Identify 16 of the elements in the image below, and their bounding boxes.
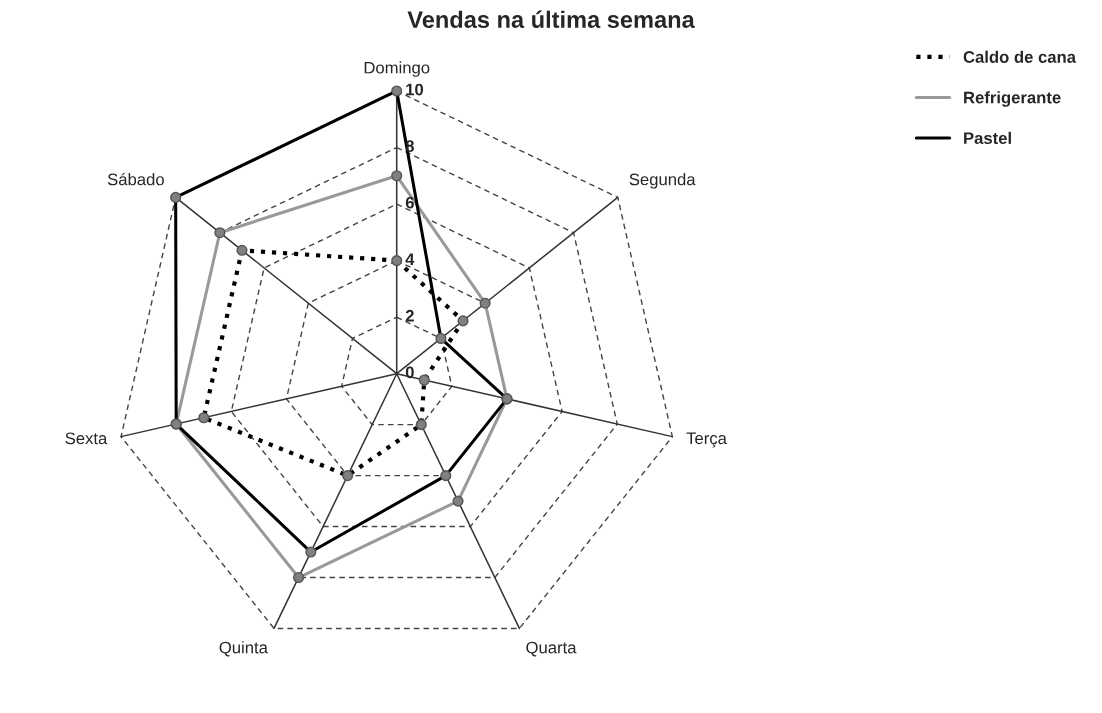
y-tick-label: 10 xyxy=(406,83,424,96)
spoke-label: Domingo xyxy=(364,61,430,77)
legend-label: Caldo de cana xyxy=(963,50,1077,63)
y-tick-label: 6 xyxy=(405,196,414,209)
chart-title: Vendas na última semana xyxy=(407,10,695,29)
y-tick-label: 4 xyxy=(405,253,415,265)
spoke-label: Segunda xyxy=(629,173,696,189)
y-tick-label: 2 xyxy=(405,309,414,322)
legend-label: Refrigerante xyxy=(964,91,1061,107)
spoke-label: Terça xyxy=(686,432,727,448)
y-tick-label: 0 xyxy=(405,366,414,379)
spoke-label: Quinta xyxy=(219,641,268,657)
legend-label: Pastel xyxy=(964,131,1011,145)
spoke-label: Sábado xyxy=(107,172,164,186)
spoke-label: Quarta xyxy=(526,641,577,657)
spoke-label: Sexta xyxy=(65,432,108,445)
